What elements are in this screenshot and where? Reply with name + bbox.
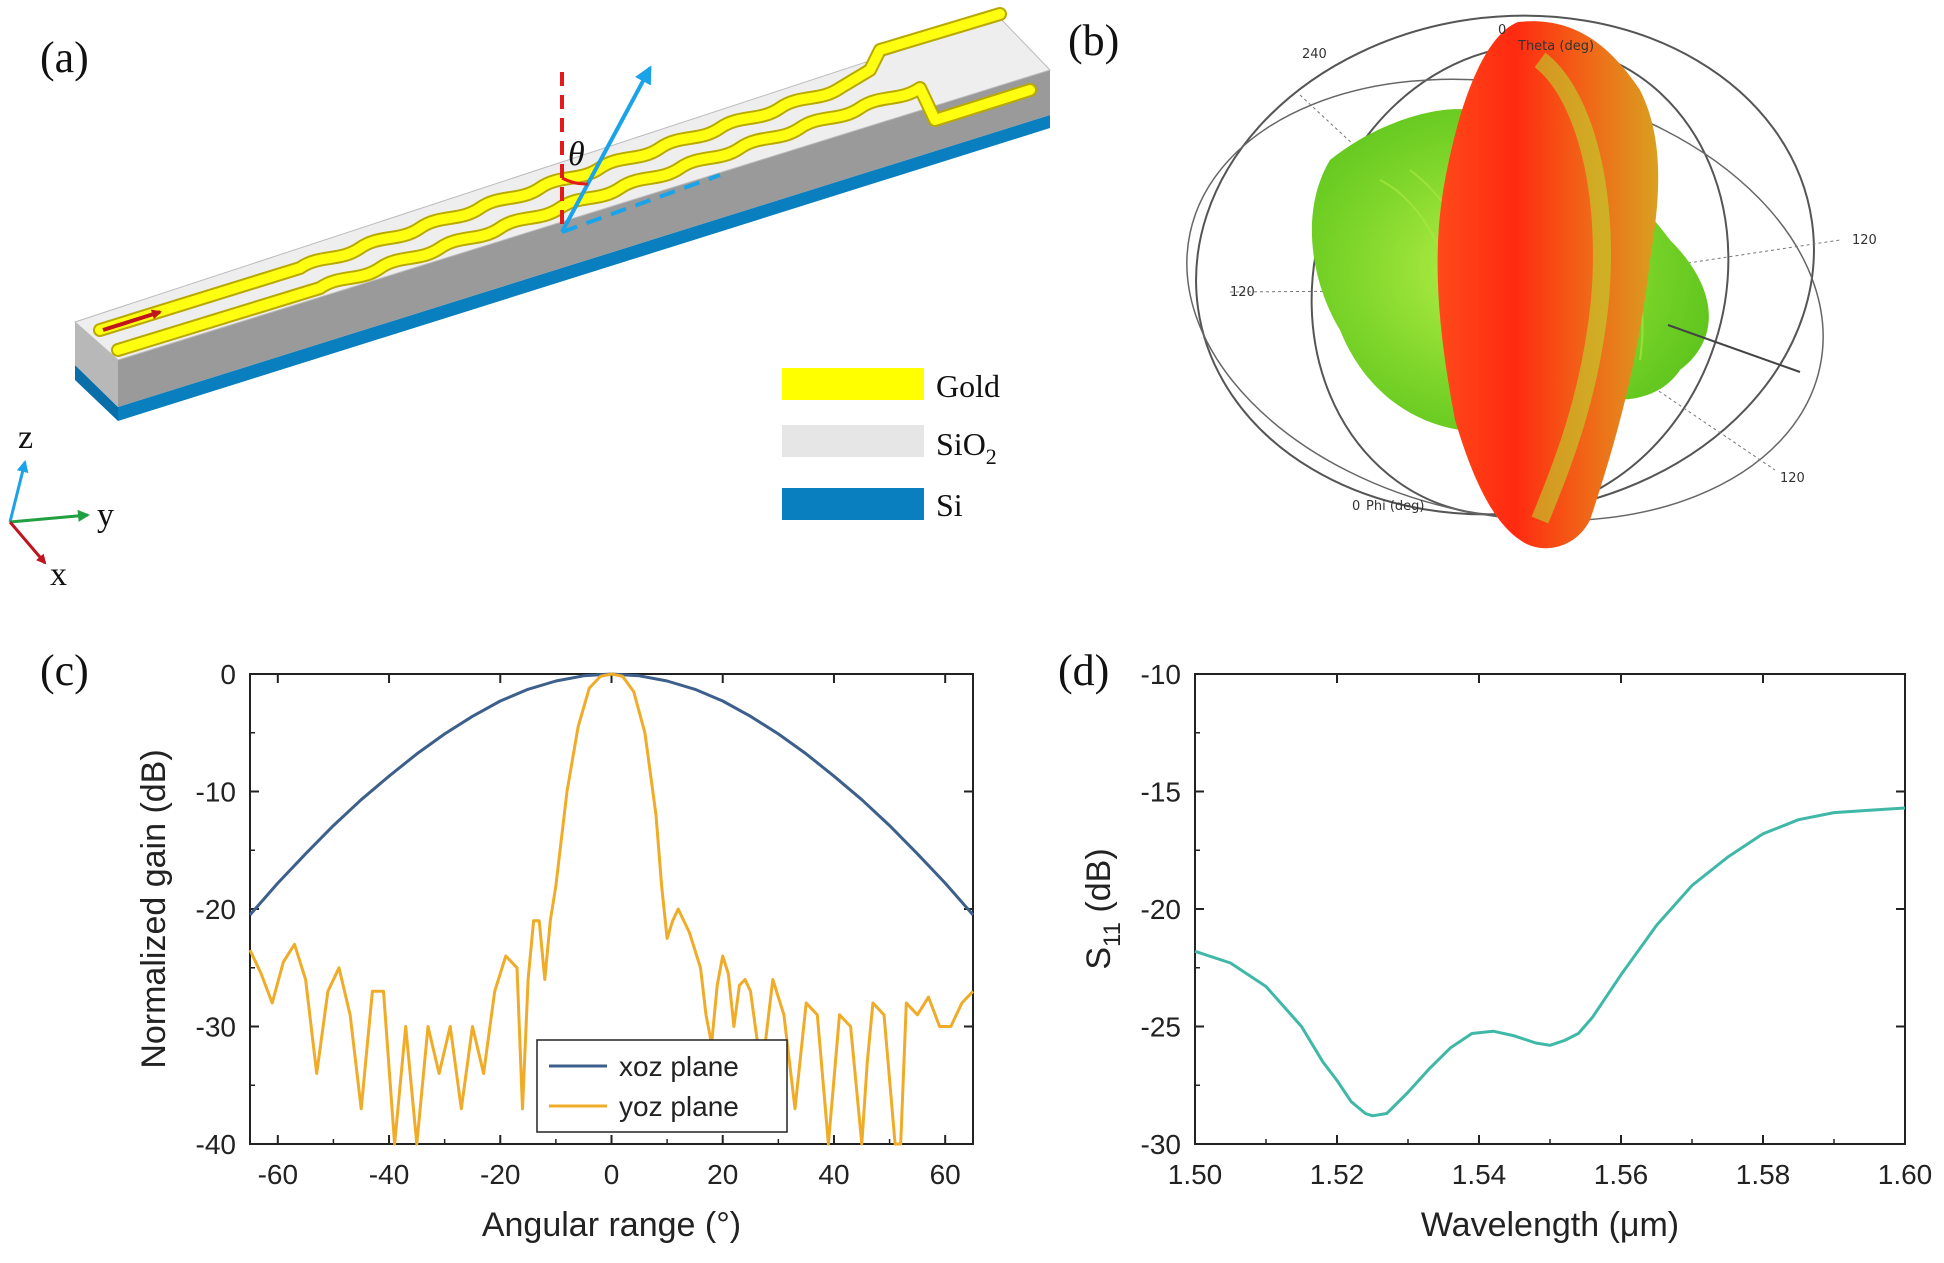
series-line-s11 <box>1194 806 1906 1118</box>
x-tick-label: 1.56 <box>1594 1159 1649 1190</box>
y-tick-label: -40 <box>196 1129 236 1160</box>
z-axis-label: z <box>18 419 33 456</box>
x-tick-label: 1.58 <box>1736 1159 1791 1190</box>
x-axis-title: Wavelength (μm) <box>1421 1206 1679 1244</box>
panel-b-label: (b) <box>1068 16 1119 65</box>
coordinate-axes: z y x <box>8 419 114 593</box>
x-tick-label: 40 <box>818 1159 849 1190</box>
y-tick-label: -30 <box>1141 1129 1181 1160</box>
phi-axis-title: Phi (deg) <box>1366 499 1424 514</box>
ring-label-240: 240 <box>1302 47 1327 62</box>
y-tick-label: -20 <box>196 894 236 925</box>
x-axis-title: Angular range (°) <box>482 1206 741 1244</box>
beam-projection-dashed <box>561 173 721 234</box>
x-tick-label: 1.52 <box>1310 1159 1365 1190</box>
panel-d: (d) 1.50 1.52 1.54 1.56 1.58 1.60 -10 -15 -20 -25… <box>1058 646 1932 1244</box>
ring-label-left-120: 120 <box>1230 285 1255 300</box>
theta-axis-title: Theta (deg) <box>1517 39 1594 54</box>
chart-s11: 1.50 1.52 1.54 1.56 1.58 1.60 -10 -15 -20 -25 -30 W… <box>1080 659 1932 1244</box>
panel-a: (a) θ z y x <box>8 7 1051 593</box>
red-main-lobe <box>1437 21 1659 549</box>
gold-meander-lines <box>93 7 1037 357</box>
x-tick-label: 0 <box>604 1159 620 1190</box>
si-layer-front <box>75 365 118 421</box>
phi-zero-label: 0 <box>1352 499 1360 514</box>
sio2-layer-front <box>75 322 118 407</box>
y-tick-label: -10 <box>1141 659 1181 690</box>
input-wave-arrow <box>102 309 162 332</box>
y-tick-label: -10 <box>196 777 236 808</box>
legend-label-gold: Gold <box>936 368 1000 404</box>
y-tick-label: -25 <box>1141 1012 1181 1043</box>
legend-label-yoz: yoz plane <box>619 1091 739 1122</box>
legend-label-sio2: SiO2 <box>936 426 997 469</box>
gold-line-upper <box>95 9 1005 335</box>
chart-gain: -60 -40 -20 0 20 40 60 0 -10 -20 -30 -40 Angular ran… <box>135 659 975 1244</box>
theta-arc <box>561 176 589 186</box>
y-axis-title: Normalized gain (dB) <box>135 749 173 1068</box>
grid-line-bottom <box>1509 289 1776 471</box>
radiation-pattern-3d: 0 Theta (deg) 240 120 120 120 0 Phi (deg… <box>1186 14 1877 549</box>
series-line-xoz <box>248 672 975 916</box>
panel-c-label: (c) <box>40 646 89 695</box>
series-line-yoz <box>248 672 975 1146</box>
y-tick-label: -20 <box>1141 894 1181 925</box>
panel-a-label: (a) <box>40 33 89 82</box>
legend-label-xoz: xoz plane <box>619 1051 739 1082</box>
z-axis-arrow <box>8 460 29 523</box>
legend-swatch-si <box>782 488 924 520</box>
x-tick-label: 20 <box>707 1159 738 1190</box>
beam-direction-arrow <box>560 65 652 233</box>
material-legend: Gold SiO2 Si <box>782 368 1000 523</box>
sio2-layer-side <box>118 70 1050 407</box>
gold-line-lower <box>113 83 1035 355</box>
legend-swatch-gold <box>782 368 924 400</box>
panel-b: (b) 0 Theta (deg) 2 <box>1068 14 1877 549</box>
x-axis-label: x <box>50 556 67 593</box>
y-tick-label: -30 <box>196 1012 236 1043</box>
x-tick-label: -40 <box>369 1159 409 1190</box>
x-tick-label: 1.54 <box>1452 1159 1507 1190</box>
si-layer-side <box>118 115 1050 421</box>
legend-label-si: Si <box>936 487 963 523</box>
y-axis-arrow <box>9 509 90 524</box>
chart-legend-box <box>536 1039 788 1133</box>
y-axis-title: S11 (dB) <box>1080 848 1126 969</box>
red-lobe-highlight <box>1531 52 1611 524</box>
panel-c: (c) -60 -40 -20 0 20 40 60 0 -10 -20 -30 -40 Angular… <box>40 646 975 1244</box>
pointer-line <box>1667 324 1801 373</box>
x-axis-arrow <box>8 521 47 565</box>
x-tick-label: 1.50 <box>1168 1159 1223 1190</box>
panel-d-label: (d) <box>1058 646 1109 695</box>
legend-swatch-sio2 <box>782 425 924 457</box>
y-tick-label: -15 <box>1141 777 1181 808</box>
x-tick-label: 1.60 <box>1878 1159 1933 1190</box>
x-tick-label: 60 <box>930 1159 961 1190</box>
x-tick-label: -60 <box>258 1159 298 1190</box>
ring-label-right-120: 120 <box>1852 233 1877 248</box>
x-tick-label: -20 <box>480 1159 520 1190</box>
plot-frame <box>1194 673 1906 1145</box>
theta-symbol: θ <box>568 136 585 173</box>
y-axis-label: y <box>97 497 114 534</box>
y-tick-label: 0 <box>220 659 236 690</box>
ring-label-top-zero: 0 <box>1498 23 1506 38</box>
ring-label-bottom-120: 120 <box>1780 471 1805 486</box>
